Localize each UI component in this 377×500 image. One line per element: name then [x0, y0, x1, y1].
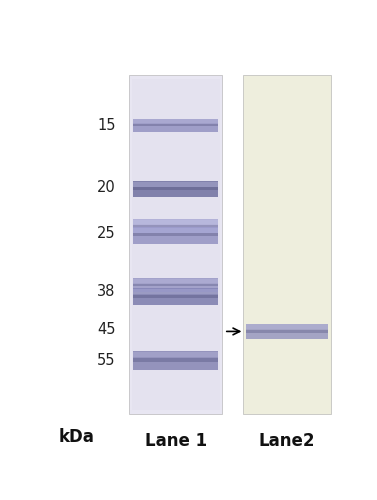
Bar [133, 225, 218, 228]
Bar [133, 289, 218, 294]
Bar [133, 182, 218, 196]
Bar [133, 295, 218, 298]
Bar [133, 234, 218, 236]
Bar [133, 124, 218, 126]
Bar [133, 182, 218, 186]
Text: 20: 20 [97, 180, 116, 194]
Bar [133, 228, 218, 232]
Text: 55: 55 [97, 353, 116, 368]
Bar [133, 358, 218, 362]
Bar [246, 330, 328, 332]
Bar [133, 279, 218, 283]
Bar [133, 118, 218, 132]
Bar [133, 284, 218, 286]
Bar [246, 324, 328, 329]
Bar [133, 188, 218, 190]
Bar [133, 278, 218, 292]
Bar [133, 288, 218, 305]
Text: Lane2: Lane2 [259, 432, 315, 450]
Bar [129, 76, 222, 414]
Text: 15: 15 [97, 118, 116, 133]
Text: 38: 38 [97, 284, 116, 298]
Bar [132, 79, 219, 410]
Text: Lane 1: Lane 1 [145, 432, 207, 450]
Bar [133, 220, 218, 224]
Bar [243, 76, 331, 414]
Text: 25: 25 [97, 226, 116, 241]
Text: 45: 45 [97, 322, 116, 337]
Bar [133, 352, 218, 358]
Bar [133, 220, 218, 234]
Bar [246, 324, 328, 339]
Bar [133, 119, 218, 124]
Bar [133, 350, 218, 370]
Text: kDa: kDa [59, 428, 95, 446]
Bar [133, 226, 218, 244]
